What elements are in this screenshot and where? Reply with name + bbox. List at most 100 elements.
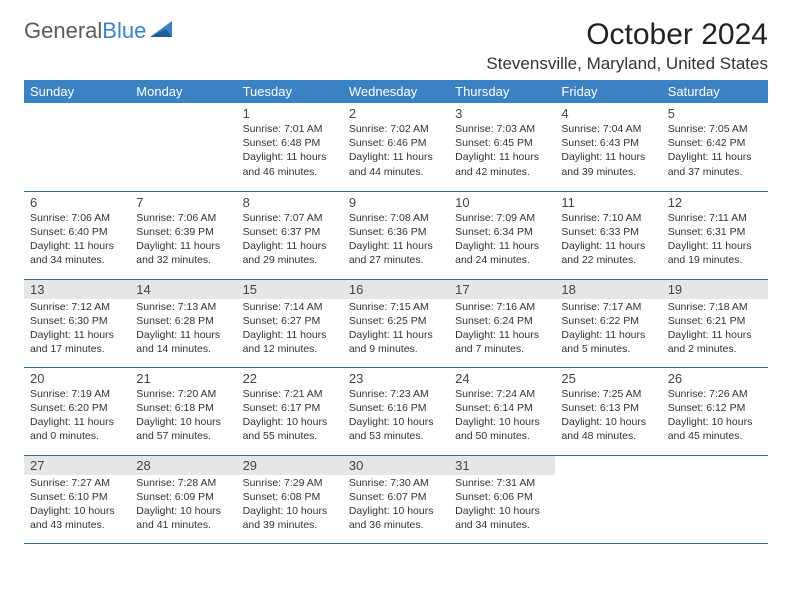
week-row: 20Sunrise: 7:19 AMSunset: 6:20 PMDayligh…	[24, 367, 768, 455]
day-cell: 3Sunrise: 7:03 AMSunset: 6:45 PMDaylight…	[449, 103, 555, 191]
day-info: Sunrise: 7:03 AMSunset: 6:45 PMDaylight:…	[455, 122, 549, 179]
day-number: 12	[668, 195, 762, 210]
day-cell: 10Sunrise: 7:09 AMSunset: 6:34 PMDayligh…	[449, 191, 555, 279]
day-cell: 24Sunrise: 7:24 AMSunset: 6:14 PMDayligh…	[449, 367, 555, 455]
day-number: 24	[455, 371, 549, 386]
logo: GeneralBlue	[24, 18, 176, 44]
day-number: 4	[561, 106, 655, 121]
day-number: 7	[136, 195, 230, 210]
logo-part2: Blue	[102, 18, 146, 43]
day-header: Monday	[130, 80, 236, 103]
day-number: 6	[30, 195, 124, 210]
day-cell: 7Sunrise: 7:06 AMSunset: 6:39 PMDaylight…	[130, 191, 236, 279]
day-number: 23	[349, 371, 443, 386]
day-cell: 28Sunrise: 7:28 AMSunset: 6:09 PMDayligh…	[130, 455, 236, 543]
day-info: Sunrise: 7:31 AMSunset: 6:06 PMDaylight:…	[455, 476, 549, 533]
day-cell: 13Sunrise: 7:12 AMSunset: 6:30 PMDayligh…	[24, 279, 130, 367]
day-number: 18	[555, 280, 661, 299]
day-number: 14	[130, 280, 236, 299]
day-info: Sunrise: 7:20 AMSunset: 6:18 PMDaylight:…	[136, 387, 230, 444]
empty-cell	[24, 103, 130, 191]
day-number: 8	[243, 195, 337, 210]
day-number: 11	[561, 195, 655, 210]
day-cell: 14Sunrise: 7:13 AMSunset: 6:28 PMDayligh…	[130, 279, 236, 367]
day-header: Sunday	[24, 80, 130, 103]
day-info: Sunrise: 7:16 AMSunset: 6:24 PMDaylight:…	[455, 300, 549, 357]
week-row: 13Sunrise: 7:12 AMSunset: 6:30 PMDayligh…	[24, 279, 768, 367]
day-info: Sunrise: 7:23 AMSunset: 6:16 PMDaylight:…	[349, 387, 443, 444]
day-cell: 12Sunrise: 7:11 AMSunset: 6:31 PMDayligh…	[662, 191, 768, 279]
day-number: 25	[561, 371, 655, 386]
day-cell: 26Sunrise: 7:26 AMSunset: 6:12 PMDayligh…	[662, 367, 768, 455]
day-info: Sunrise: 7:01 AMSunset: 6:48 PMDaylight:…	[243, 122, 337, 179]
day-number: 30	[343, 456, 449, 475]
day-cell: 6Sunrise: 7:06 AMSunset: 6:40 PMDaylight…	[24, 191, 130, 279]
day-info: Sunrise: 7:28 AMSunset: 6:09 PMDaylight:…	[136, 476, 230, 533]
day-cell: 31Sunrise: 7:31 AMSunset: 6:06 PMDayligh…	[449, 455, 555, 543]
day-info: Sunrise: 7:15 AMSunset: 6:25 PMDaylight:…	[349, 300, 443, 357]
day-cell: 16Sunrise: 7:15 AMSunset: 6:25 PMDayligh…	[343, 279, 449, 367]
day-info: Sunrise: 7:29 AMSunset: 6:08 PMDaylight:…	[243, 476, 337, 533]
day-number: 16	[343, 280, 449, 299]
day-cell: 22Sunrise: 7:21 AMSunset: 6:17 PMDayligh…	[237, 367, 343, 455]
day-number: 21	[136, 371, 230, 386]
day-cell: 23Sunrise: 7:23 AMSunset: 6:16 PMDayligh…	[343, 367, 449, 455]
day-cell: 30Sunrise: 7:30 AMSunset: 6:07 PMDayligh…	[343, 455, 449, 543]
day-cell: 9Sunrise: 7:08 AMSunset: 6:36 PMDaylight…	[343, 191, 449, 279]
day-number: 19	[662, 280, 768, 299]
month-title: October 2024	[486, 18, 768, 52]
day-cell: 21Sunrise: 7:20 AMSunset: 6:18 PMDayligh…	[130, 367, 236, 455]
day-info: Sunrise: 7:13 AMSunset: 6:28 PMDaylight:…	[136, 300, 230, 357]
day-cell: 1Sunrise: 7:01 AMSunset: 6:48 PMDaylight…	[237, 103, 343, 191]
calendar-table: SundayMondayTuesdayWednesdayThursdayFrid…	[24, 80, 768, 544]
logo-triangle-icon	[150, 19, 176, 44]
week-row: 1Sunrise: 7:01 AMSunset: 6:48 PMDaylight…	[24, 103, 768, 191]
location: Stevensville, Maryland, United States	[486, 54, 768, 74]
day-number: 2	[349, 106, 443, 121]
day-number: 26	[668, 371, 762, 386]
day-info: Sunrise: 7:25 AMSunset: 6:13 PMDaylight:…	[561, 387, 655, 444]
day-number: 15	[237, 280, 343, 299]
day-cell: 2Sunrise: 7:02 AMSunset: 6:46 PMDaylight…	[343, 103, 449, 191]
day-info: Sunrise: 7:18 AMSunset: 6:21 PMDaylight:…	[668, 300, 762, 357]
day-info: Sunrise: 7:08 AMSunset: 6:36 PMDaylight:…	[349, 211, 443, 268]
day-cell: 20Sunrise: 7:19 AMSunset: 6:20 PMDayligh…	[24, 367, 130, 455]
day-cell: 19Sunrise: 7:18 AMSunset: 6:21 PMDayligh…	[662, 279, 768, 367]
day-number: 17	[449, 280, 555, 299]
day-info: Sunrise: 7:09 AMSunset: 6:34 PMDaylight:…	[455, 211, 549, 268]
empty-cell	[130, 103, 236, 191]
day-header: Wednesday	[343, 80, 449, 103]
day-info: Sunrise: 7:30 AMSunset: 6:07 PMDaylight:…	[349, 476, 443, 533]
header: GeneralBlue October 2024 Stevensville, M…	[24, 18, 768, 74]
day-cell: 17Sunrise: 7:16 AMSunset: 6:24 PMDayligh…	[449, 279, 555, 367]
day-info: Sunrise: 7:07 AMSunset: 6:37 PMDaylight:…	[243, 211, 337, 268]
day-info: Sunrise: 7:19 AMSunset: 6:20 PMDaylight:…	[30, 387, 124, 444]
day-header: Thursday	[449, 80, 555, 103]
logo-part1: General	[24, 18, 102, 43]
day-number: 29	[237, 456, 343, 475]
day-info: Sunrise: 7:02 AMSunset: 6:46 PMDaylight:…	[349, 122, 443, 179]
day-info: Sunrise: 7:26 AMSunset: 6:12 PMDaylight:…	[668, 387, 762, 444]
day-info: Sunrise: 7:06 AMSunset: 6:40 PMDaylight:…	[30, 211, 124, 268]
day-number: 10	[455, 195, 549, 210]
day-number: 3	[455, 106, 549, 121]
day-info: Sunrise: 7:11 AMSunset: 6:31 PMDaylight:…	[668, 211, 762, 268]
day-cell: 27Sunrise: 7:27 AMSunset: 6:10 PMDayligh…	[24, 455, 130, 543]
day-number: 9	[349, 195, 443, 210]
empty-cell	[555, 455, 661, 543]
day-info: Sunrise: 7:24 AMSunset: 6:14 PMDaylight:…	[455, 387, 549, 444]
day-cell: 8Sunrise: 7:07 AMSunset: 6:37 PMDaylight…	[237, 191, 343, 279]
week-row: 6Sunrise: 7:06 AMSunset: 6:40 PMDaylight…	[24, 191, 768, 279]
day-number: 27	[24, 456, 130, 475]
empty-cell	[662, 455, 768, 543]
day-header: Tuesday	[237, 80, 343, 103]
day-header: Friday	[555, 80, 661, 103]
day-cell: 15Sunrise: 7:14 AMSunset: 6:27 PMDayligh…	[237, 279, 343, 367]
day-cell: 29Sunrise: 7:29 AMSunset: 6:08 PMDayligh…	[237, 455, 343, 543]
day-info: Sunrise: 7:05 AMSunset: 6:42 PMDaylight:…	[668, 122, 762, 179]
day-header-row: SundayMondayTuesdayWednesdayThursdayFrid…	[24, 80, 768, 103]
day-info: Sunrise: 7:14 AMSunset: 6:27 PMDaylight:…	[243, 300, 337, 357]
logo-text: GeneralBlue	[24, 18, 146, 44]
day-info: Sunrise: 7:12 AMSunset: 6:30 PMDaylight:…	[30, 300, 124, 357]
day-cell: 25Sunrise: 7:25 AMSunset: 6:13 PMDayligh…	[555, 367, 661, 455]
